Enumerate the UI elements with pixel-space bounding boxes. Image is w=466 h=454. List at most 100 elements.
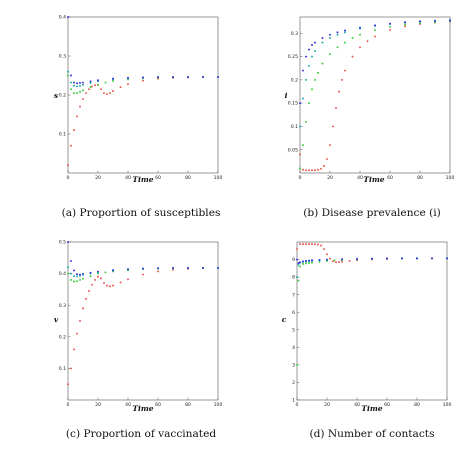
data-point	[305, 169, 307, 172]
data-point	[374, 29, 376, 31]
data-point	[73, 269, 75, 272]
data-point	[401, 257, 403, 260]
data-point	[323, 248, 325, 250]
series-blue	[67, 16, 219, 85]
data-point	[449, 19, 451, 22]
data-point	[67, 164, 69, 167]
y-tick-label: 0.1	[59, 132, 66, 138]
data-point	[85, 297, 87, 300]
caption-a: (a) Proportion of susceptibles	[62, 207, 221, 219]
data-point	[91, 283, 93, 286]
data-point	[389, 22, 391, 25]
data-point	[344, 31, 346, 34]
data-point	[104, 271, 107, 274]
data-point	[317, 168, 319, 171]
data-point	[329, 37, 331, 39]
x-tick-label: 40	[125, 175, 131, 181]
data-point	[419, 22, 421, 24]
data-point	[73, 275, 75, 278]
data-point	[73, 92, 75, 95]
data-point	[311, 169, 313, 172]
data-point	[76, 82, 78, 85]
data-point	[76, 280, 78, 283]
x-tick-label: 80	[185, 175, 191, 181]
data-point	[305, 262, 307, 265]
data-point	[344, 29, 346, 32]
data-point	[82, 81, 84, 84]
x-tick-label: 0	[67, 402, 70, 408]
data-point	[302, 260, 304, 263]
data-point	[317, 71, 319, 74]
data-point	[320, 167, 322, 170]
data-point	[311, 55, 313, 58]
data-point	[320, 244, 322, 247]
data-point	[79, 278, 81, 281]
data-point	[142, 79, 144, 82]
data-point	[127, 268, 129, 271]
data-point	[341, 78, 343, 81]
y-axis-label-b: i	[285, 91, 288, 100]
y-tick-label: 8	[292, 275, 295, 281]
data-point	[299, 153, 301, 156]
data-point	[302, 262, 304, 265]
data-point	[299, 261, 301, 264]
caption-b: (b) Disease prevalence (i)	[303, 207, 441, 219]
data-point	[318, 258, 321, 261]
data-point	[329, 53, 331, 56]
data-point	[142, 273, 144, 276]
x-axis-label-b: Time	[363, 175, 384, 184]
data-point	[202, 266, 204, 269]
data-point	[305, 120, 307, 123]
data-point	[103, 282, 105, 285]
data-point	[76, 115, 78, 118]
data-point	[76, 275, 78, 278]
caption-c: (c) Proportion of vaccinated	[66, 428, 216, 440]
data-point	[106, 93, 108, 96]
y-tick-label: 0.3	[291, 31, 298, 37]
data-point	[389, 29, 391, 31]
x-tick-label: 20	[95, 175, 101, 181]
data-point	[299, 125, 301, 128]
data-point	[326, 158, 328, 160]
x-axis-label-c: Time	[132, 404, 153, 413]
x-tick-label: 20	[327, 175, 333, 181]
y-axis-label-d: c	[282, 315, 287, 324]
data-point	[336, 33, 339, 36]
data-point	[112, 284, 114, 287]
data-point	[97, 272, 99, 275]
data-point	[76, 85, 78, 88]
data-point	[217, 266, 219, 269]
data-point	[341, 258, 343, 261]
ticks-d: 0 20 40 60 80 100 1 2 3 4 5 6 7 8 9	[292, 257, 451, 408]
data-point	[89, 81, 92, 84]
data-point	[76, 92, 78, 95]
x-tick-label: 100	[443, 402, 452, 408]
data-point	[308, 169, 310, 172]
data-point	[187, 76, 189, 79]
x-tick-label: 100	[446, 175, 455, 181]
data-point	[356, 257, 358, 260]
data-point	[112, 80, 114, 82]
series-red	[67, 266, 219, 386]
data-point	[416, 257, 418, 260]
data-point	[338, 261, 340, 263]
data-point	[79, 85, 81, 87]
data-point	[332, 260, 334, 263]
series-blue	[299, 19, 451, 105]
panel-d: 0 20 40 60 80 100 1 2 3 4 5 6 7 8 9 Time c (d) Number …	[282, 241, 451, 440]
data-point	[187, 266, 189, 269]
data-point	[73, 280, 75, 283]
data-point	[109, 285, 111, 288]
data-point	[91, 85, 93, 88]
data-point	[314, 169, 316, 172]
x-tick-label: 80	[185, 402, 191, 408]
data-point	[302, 243, 304, 246]
y-tick-label: 0.05	[288, 147, 298, 153]
data-point	[348, 260, 351, 262]
data-point	[67, 74, 69, 77]
data-point	[302, 144, 304, 147]
data-point	[85, 92, 87, 95]
y-tick-label: 2	[292, 380, 295, 386]
y-tick-label: 0.3	[59, 54, 66, 60]
plot-frame-c	[67, 241, 219, 401]
